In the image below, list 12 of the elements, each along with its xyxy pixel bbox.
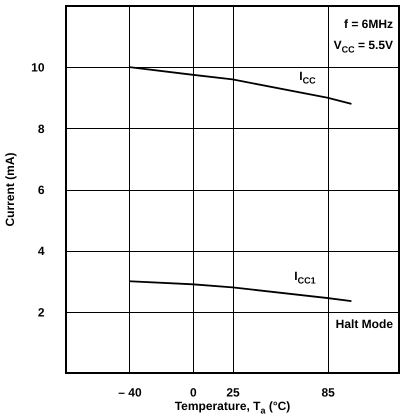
x-tick-label: 0 <box>190 386 198 400</box>
x-tick-label: 85 <box>321 386 336 400</box>
y-tick-label: 6 <box>38 183 45 197</box>
y-axis-title: Current (mA) <box>3 152 17 226</box>
y-tick-label: 8 <box>38 122 45 136</box>
y-tick-label: 4 <box>38 244 45 258</box>
annotation: Halt Mode <box>336 316 394 331</box>
y-tick-label: 10 <box>31 60 45 75</box>
annotation: f = 6MHz <box>344 17 394 31</box>
x-tick-label: 25 <box>226 386 240 400</box>
x-tick-label: – 40 <box>118 386 142 400</box>
y-tick-label: 2 <box>38 305 45 320</box>
